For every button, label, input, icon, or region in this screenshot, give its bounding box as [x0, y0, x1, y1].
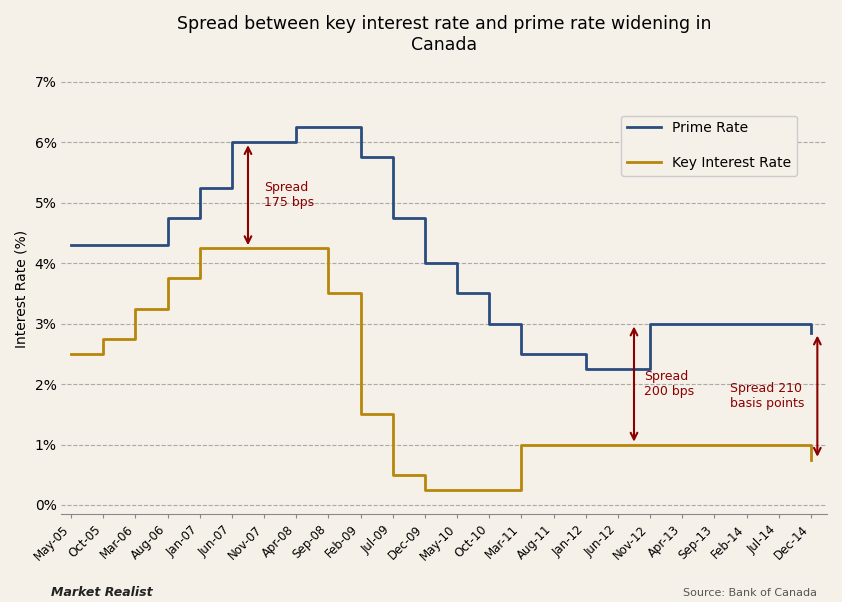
- Text: Spread
175 bps: Spread 175 bps: [264, 181, 314, 209]
- Text: Spread 210
basis points: Spread 210 basis points: [731, 382, 805, 410]
- Text: Source: Bank of Canada: Source: Bank of Canada: [683, 588, 817, 598]
- Legend: Prime Rate, Key Interest Rate: Prime Rate, Key Interest Rate: [621, 116, 797, 176]
- Text: Spread
200 bps: Spread 200 bps: [643, 370, 694, 398]
- Y-axis label: Interest Rate (%): Interest Rate (%): [15, 230, 29, 348]
- Title: Spread between key interest rate and prime rate widening in
Canada: Spread between key interest rate and pri…: [177, 15, 711, 54]
- Text: Market Realist: Market Realist: [51, 586, 152, 599]
